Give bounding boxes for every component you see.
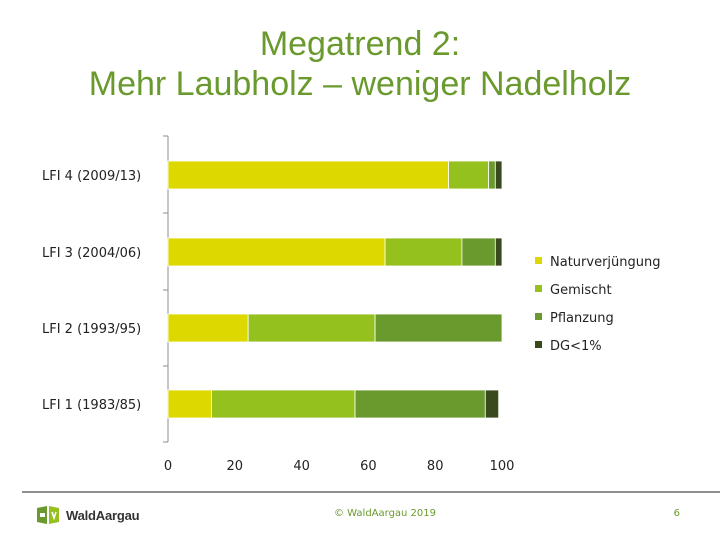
legend-label: Gemischt — [550, 283, 612, 298]
stacked-bar-chart: LFI 4 (2009/13) LFI 3 (2004/06) LFI 2 (199… — [42, 135, 660, 474]
logo-icon — [37, 506, 59, 524]
bar-segment — [167, 389, 212, 419]
copyright-text: © WaldAargau 2019 — [333, 508, 437, 519]
x-tick-label: 20 — [227, 459, 244, 474]
legend-label: Pflanzung — [550, 311, 614, 326]
x-tick-label: 100 — [490, 459, 515, 474]
legend-swatch — [535, 257, 542, 264]
waldaargau-logo: WaldAargau — [36, 505, 140, 525]
x-tick-label: 80 — [427, 459, 444, 474]
x-tick-label: 0 — [164, 459, 172, 474]
legend-label: DG<1% — [550, 339, 602, 354]
title-line-1: Megatrend 2: — [259, 25, 461, 63]
category-label: LFI 1 (1983/85) — [42, 398, 141, 413]
bar-segment — [354, 389, 486, 419]
legend-swatch — [535, 313, 542, 320]
bar-segment — [448, 160, 490, 190]
bar-segment — [494, 237, 503, 267]
legend-label: Naturverjüngung — [550, 255, 660, 270]
bar-segment — [247, 313, 376, 343]
slide-title: Megatrend 2: Mehr Laubholz – weniger Nad… — [0, 24, 720, 104]
legend-swatch — [535, 341, 542, 348]
bar-segment — [494, 160, 503, 190]
category-label: LFI 4 (2009/13) — [42, 169, 141, 184]
x-tick-label: 60 — [360, 459, 377, 474]
bar-segment — [211, 389, 356, 419]
page-number: 6 — [673, 508, 680, 519]
footer-divider — [22, 491, 720, 493]
legend-swatch — [535, 285, 542, 292]
bar-segment — [167, 160, 449, 190]
bar-segment — [384, 237, 463, 267]
bar-segment — [374, 313, 503, 343]
bar-segment — [461, 237, 496, 267]
bar-segment — [488, 160, 496, 190]
logo-text: WaldAargau — [66, 507, 140, 523]
bar-segment — [484, 389, 500, 419]
category-label: LFI 2 (1993/95) — [42, 322, 141, 337]
title-line-2: Mehr Laubholz – weniger Nadelholz — [88, 65, 632, 103]
category-label: LFI 3 (2004/06) — [42, 246, 141, 261]
bar-segment — [167, 237, 386, 267]
bar-segment — [167, 313, 249, 343]
x-tick-label: 40 — [293, 459, 310, 474]
